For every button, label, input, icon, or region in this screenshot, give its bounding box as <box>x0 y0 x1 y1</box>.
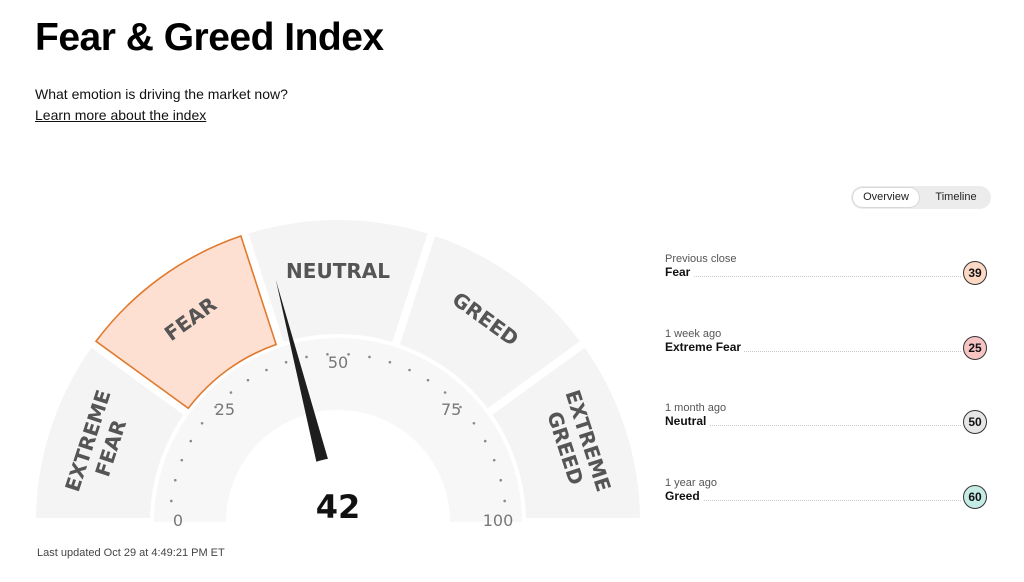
history-1-week: 1 week ago Extreme Fear 25 <box>665 328 987 366</box>
scale-dot <box>368 355 371 359</box>
scale-dot <box>246 378 250 382</box>
scale-dot <box>492 458 496 462</box>
scale-dot <box>408 368 411 372</box>
scale-dot <box>189 439 193 443</box>
dotted-leader <box>665 351 961 352</box>
segment-label-neutral: NEUTRAL <box>286 259 390 283</box>
scale-dot <box>214 405 217 409</box>
scale-dot <box>229 391 233 394</box>
scale-dot <box>173 478 177 482</box>
segment-neutral <box>248 220 428 343</box>
learn-more-link[interactable]: Learn more about the index <box>35 107 207 123</box>
scale-dot <box>284 360 288 364</box>
gauge-needle <box>275 279 329 464</box>
gauge-scale-dots <box>170 353 506 503</box>
needle-pointer <box>275 279 329 464</box>
scale-dot <box>305 355 308 359</box>
scale-dot <box>326 353 329 356</box>
history-1-month: 1 month ago Neutral 50 <box>665 402 987 440</box>
scale-dot <box>499 478 503 482</box>
scale-dot <box>472 421 476 425</box>
segment-fear <box>94 235 278 410</box>
page-subtitle: What emotion is driving the market now? <box>35 86 288 102</box>
history-label: Fear <box>665 265 694 279</box>
history-period: 1 year ago <box>665 477 717 489</box>
history-score-badge: 25 <box>963 336 987 360</box>
scale-dot <box>170 499 173 503</box>
segment-greed <box>399 236 580 409</box>
history-score-badge: 50 <box>963 410 987 434</box>
scale-dot <box>459 405 462 409</box>
history-previous-close: Previous close Fear 39 <box>665 253 987 291</box>
dotted-leader <box>665 276 961 277</box>
history-1-year: 1 year ago Greed 60 <box>665 477 987 515</box>
scale-dot <box>388 360 392 364</box>
scale-number: 0 <box>173 511 183 530</box>
view-toggle: Overview Timeline <box>851 186 991 209</box>
history-score-badge: 60 <box>963 485 987 509</box>
scale-number: 25 <box>215 400 235 419</box>
dotted-leader <box>665 500 961 501</box>
timeline-tab[interactable]: Timeline <box>935 191 977 203</box>
segment-extreme-greed <box>492 347 640 519</box>
history-label: Neutral <box>665 414 710 428</box>
scale-dot <box>200 421 204 425</box>
last-updated: Last updated Oct 29 at 4:49:21 PM ET <box>37 547 225 559</box>
scale-dot <box>443 391 447 394</box>
gauge-inner-band <box>154 338 522 522</box>
history-label: Extreme Fear <box>665 340 745 354</box>
scale-number: 50 <box>328 353 348 372</box>
scale-dot <box>483 439 487 443</box>
history-label: Greed <box>665 489 703 503</box>
scale-dot <box>180 458 184 462</box>
scale-dot <box>347 353 350 356</box>
gauge-value: 42 <box>316 488 361 526</box>
page-title: Fear & Greed Index <box>35 16 384 59</box>
history-period: Previous close <box>665 253 737 265</box>
scale-dot <box>426 378 430 382</box>
overview-tab[interactable]: Overview <box>853 188 919 207</box>
segment-extreme-fear <box>36 347 184 519</box>
dotted-leader <box>665 425 961 426</box>
history-period: 1 month ago <box>665 402 727 414</box>
scale-number: 75 <box>441 400 461 419</box>
history-score-badge: 39 <box>963 261 987 285</box>
scale-dot <box>503 499 506 503</box>
gauge-scale-numbers: 0 25 50 75 100 <box>173 353 513 530</box>
scale-number: 100 <box>483 511 514 530</box>
scale-dot <box>265 368 268 372</box>
history-period: 1 week ago <box>665 328 722 340</box>
gauge-center-disc <box>274 458 402 582</box>
